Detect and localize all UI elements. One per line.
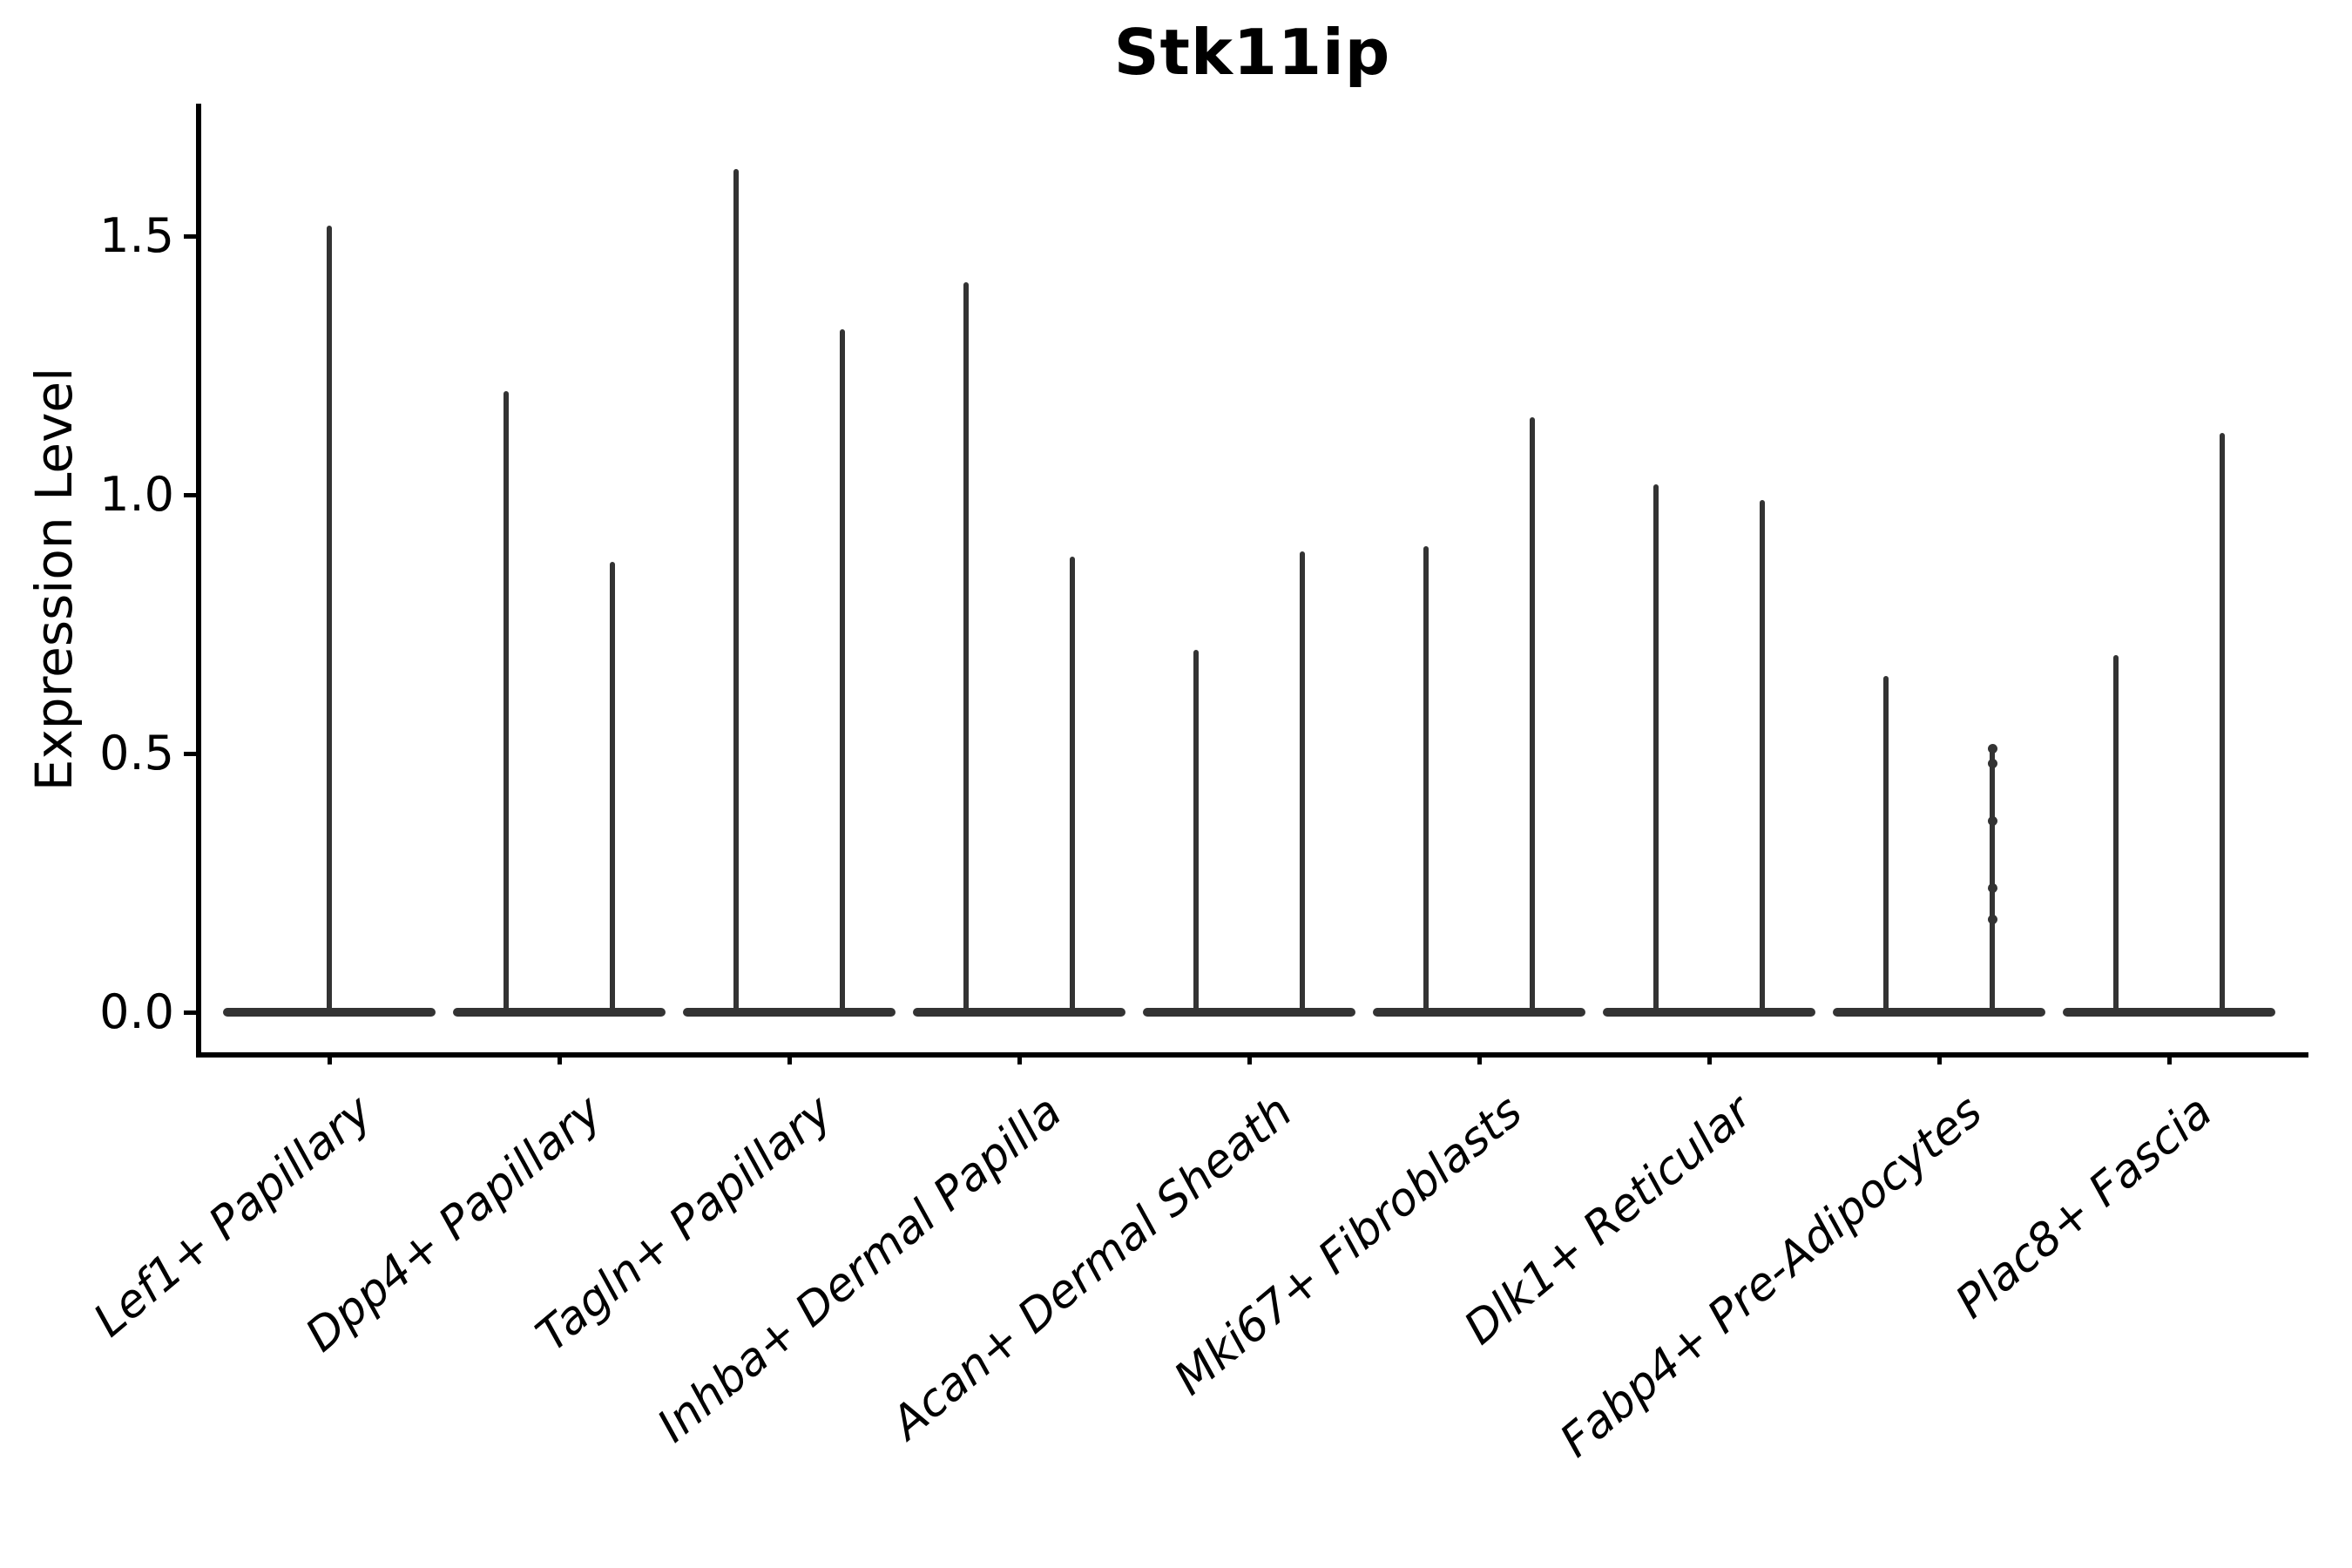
x-tick-mark xyxy=(1017,1052,1022,1064)
y-tick-label: 1.5 xyxy=(99,208,174,263)
y-tick-mark xyxy=(184,492,196,497)
y-tick-mark xyxy=(184,233,196,239)
violin-base xyxy=(1833,1008,2045,1017)
chart-title: Stk11ip xyxy=(1113,16,1391,89)
violin-spike xyxy=(504,391,509,1016)
violin-spike xyxy=(733,168,739,1016)
x-tick-mark xyxy=(2166,1052,2172,1064)
jitter-point xyxy=(1987,743,1997,754)
violin-spike xyxy=(2220,432,2225,1016)
violin-spike xyxy=(1883,675,1889,1016)
y-tick-label: 0.5 xyxy=(99,726,174,781)
violin-spike xyxy=(610,562,615,1016)
violin-spike xyxy=(963,282,969,1016)
violin-spike xyxy=(1300,551,1305,1016)
violin-base xyxy=(1603,1008,1815,1017)
violin-base xyxy=(2063,1008,2275,1017)
violin-spike xyxy=(1653,484,1659,1016)
violin-spike xyxy=(327,226,332,1016)
y-tick-mark xyxy=(184,1010,196,1015)
violin-base xyxy=(913,1008,1125,1017)
violin-base xyxy=(683,1008,896,1017)
violin-base xyxy=(453,1008,666,1017)
x-tick-mark xyxy=(1247,1052,1252,1064)
x-tick-mark xyxy=(1707,1052,1712,1064)
violin-spike xyxy=(1423,546,1429,1016)
y-axis-spine xyxy=(196,104,201,1058)
jitter-point xyxy=(1987,759,1997,769)
y-tick-label: 1.0 xyxy=(99,467,174,522)
x-tick-mark xyxy=(327,1052,332,1064)
x-tick-label: Inhba+ Dermal Papilla xyxy=(648,1085,1072,1453)
violin-spike xyxy=(2113,655,2119,1016)
violin-spike xyxy=(1530,416,1535,1016)
x-tick-mark xyxy=(557,1052,562,1064)
jitter-point xyxy=(1987,882,1997,893)
jitter-point xyxy=(1987,815,1997,826)
violin-base xyxy=(1373,1008,1585,1017)
x-tick-mark xyxy=(1936,1052,1942,1064)
y-tick-label: 0.0 xyxy=(99,984,174,1039)
y-tick-mark xyxy=(184,751,196,756)
x-tick-mark xyxy=(1477,1052,1482,1064)
x-tick-label: Acan+ Dermal Sheath xyxy=(882,1085,1302,1450)
x-axis-spine xyxy=(196,1052,2308,1058)
violin-spike xyxy=(840,328,845,1016)
violin-spike xyxy=(1193,650,1199,1016)
jitter-point xyxy=(1987,914,1997,924)
violin-spike xyxy=(1070,557,1075,1016)
violin-spike xyxy=(1760,499,1765,1016)
violin-spike xyxy=(1990,748,1995,1016)
y-axis-label: Expression Level xyxy=(24,367,84,792)
violin-base xyxy=(1143,1008,1355,1017)
x-tick-label: Fabp4+ Pre-Adipocytes xyxy=(1550,1085,1992,1468)
x-tick-mark xyxy=(787,1052,792,1064)
